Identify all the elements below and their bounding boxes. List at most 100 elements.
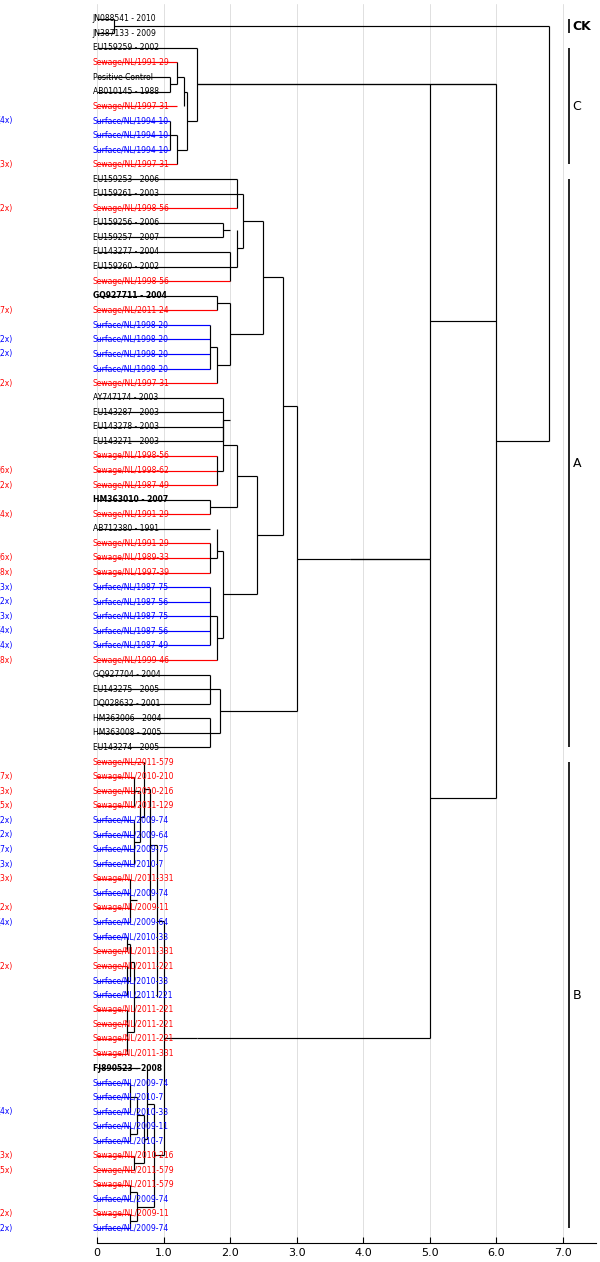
Text: C: C: [572, 100, 581, 112]
Text: (4x): (4x): [0, 1107, 13, 1117]
Text: EU159259 - 2002: EU159259 - 2002: [92, 43, 158, 53]
Text: (3x): (3x): [0, 612, 13, 621]
Text: Surface/NL/1987-56: Surface/NL/1987-56: [92, 626, 169, 635]
Text: Sewage/NL/2011-331: Sewage/NL/2011-331: [92, 946, 174, 957]
Text: Sewage/NL/2011-331: Sewage/NL/2011-331: [92, 1049, 174, 1058]
Text: HM363006 - 2004: HM363006 - 2004: [92, 714, 161, 723]
Text: (4x): (4x): [0, 641, 13, 650]
Text: Surface/NL/1998-20: Surface/NL/1998-20: [92, 334, 169, 343]
Text: Surface/NL/2009-74: Surface/NL/2009-74: [92, 1224, 169, 1233]
Text: (6x): (6x): [0, 554, 13, 563]
Text: Sewage/NL/2009-11: Sewage/NL/2009-11: [92, 904, 169, 912]
Text: (5x): (5x): [0, 801, 13, 810]
Text: Sewage/NL/2010-216: Sewage/NL/2010-216: [92, 786, 174, 795]
Text: Surface/NL/2010-33: Surface/NL/2010-33: [92, 1107, 169, 1117]
Text: (7x): (7x): [0, 846, 13, 854]
Text: Surface/NL/2009-75: Surface/NL/2009-75: [92, 846, 169, 854]
Text: EU143278 - 2003: EU143278 - 2003: [92, 423, 158, 432]
Text: Surface/NL/1987-75: Surface/NL/1987-75: [92, 583, 169, 592]
Text: Surface/NL/1998-20: Surface/NL/1998-20: [92, 363, 169, 374]
Text: Surface/NL/2009-74: Surface/NL/2009-74: [92, 1195, 169, 1204]
Text: Sewage/NL/1998-56: Sewage/NL/1998-56: [92, 452, 169, 461]
Text: (7x): (7x): [0, 772, 13, 781]
Text: (2x): (2x): [0, 379, 13, 387]
Text: (7x): (7x): [0, 305, 13, 314]
Text: Surface/NL/1994-10: Surface/NL/1994-10: [92, 131, 169, 140]
Text: Sewage/NL/2011-221: Sewage/NL/2011-221: [92, 1020, 174, 1029]
Text: Sewage/NL/2011-579: Sewage/NL/2011-579: [92, 1180, 174, 1189]
Text: Surface/NL/2010-7: Surface/NL/2010-7: [92, 1137, 164, 1146]
Text: (4x): (4x): [0, 626, 13, 635]
Text: Sewage/NL/1998-62: Sewage/NL/1998-62: [92, 466, 169, 475]
Text: Surface/NL/1998-20: Surface/NL/1998-20: [92, 350, 169, 358]
Text: Surface/NL/2010-33: Surface/NL/2010-33: [92, 976, 169, 986]
Text: (8x): (8x): [0, 568, 13, 577]
Text: Sewage/NL/1999-46: Sewage/NL/1999-46: [92, 655, 170, 665]
Text: Surface/NL/2009-74: Surface/NL/2009-74: [92, 888, 169, 897]
Text: Sewage/NL/2010-216: Sewage/NL/2010-216: [92, 1151, 174, 1160]
Text: Surface/NL/2009-11: Surface/NL/2009-11: [92, 1122, 169, 1131]
Text: Sewage/NL/2011-221: Sewage/NL/2011-221: [92, 1035, 174, 1044]
Text: AY747174 - 2003: AY747174 - 2003: [92, 394, 158, 403]
Text: Sewage/NL/1997-31: Sewage/NL/1997-31: [92, 379, 169, 387]
Text: (3x): (3x): [0, 583, 13, 592]
Text: EU143274 - 2005: EU143274 - 2005: [92, 743, 158, 752]
Text: (2x): (2x): [0, 904, 13, 912]
Text: Sewage/NL/2011-129: Sewage/NL/2011-129: [92, 801, 174, 810]
Text: (5x): (5x): [0, 1166, 13, 1175]
Text: Surface/NL/1994-10: Surface/NL/1994-10: [92, 145, 169, 154]
Text: Sewage/NL/1991-29: Sewage/NL/1991-29: [92, 58, 169, 67]
Text: (2x): (2x): [0, 830, 13, 839]
Text: Surface/NL/1994-10: Surface/NL/1994-10: [92, 116, 169, 125]
Text: Sewage/NL/2011-579: Sewage/NL/2011-579: [92, 1166, 174, 1175]
Text: Sewage/NL/2011-221: Sewage/NL/2011-221: [92, 962, 174, 970]
Text: JN387133 - 2009: JN387133 - 2009: [92, 29, 157, 38]
Text: A: A: [572, 457, 581, 469]
Text: DQ028632 - 2001: DQ028632 - 2001: [92, 699, 160, 708]
Text: (3x): (3x): [0, 786, 13, 795]
Text: Surface/NL/2010-7: Surface/NL/2010-7: [92, 1093, 164, 1102]
Text: GQ927704 - 2004: GQ927704 - 2004: [92, 670, 160, 679]
Text: Surface/NL/1998-20: Surface/NL/1998-20: [92, 321, 169, 329]
Text: Surface/NL/2009-64: Surface/NL/2009-64: [92, 830, 169, 839]
Text: (2x): (2x): [0, 962, 13, 970]
Text: FJ890523 - 2008: FJ890523 - 2008: [92, 1064, 161, 1073]
Text: EU159260 - 2002: EU159260 - 2002: [92, 262, 158, 271]
Text: Sewage/NL/1997-31: Sewage/NL/1997-31: [92, 102, 169, 111]
Text: EU159257 - 2007: EU159257 - 2007: [92, 233, 158, 242]
Text: (6x): (6x): [0, 466, 13, 475]
Text: JN088541 - 2010: JN088541 - 2010: [92, 14, 156, 23]
Text: Sewage/NL/1987-49: Sewage/NL/1987-49: [92, 481, 169, 490]
Text: Surface/NL/2009-64: Surface/NL/2009-64: [92, 917, 169, 926]
Text: Sewage/NL/2011-331: Sewage/NL/2011-331: [92, 875, 174, 883]
Text: EU143271 - 2003: EU143271 - 2003: [92, 437, 158, 445]
Text: EU143275 - 2005: EU143275 - 2005: [92, 685, 158, 694]
Text: EU159256 - 2006: EU159256 - 2006: [92, 218, 158, 227]
Text: Surface/NL/2009-74: Surface/NL/2009-74: [92, 815, 169, 825]
Text: Sewage/NL/1998-56: Sewage/NL/1998-56: [92, 203, 169, 213]
Text: AB712380 - 1991: AB712380 - 1991: [92, 524, 158, 534]
Text: Surface/NL/1987-56: Surface/NL/1987-56: [92, 597, 169, 606]
Text: Surface/NL/1987-75: Surface/NL/1987-75: [92, 612, 169, 621]
Text: (2x): (2x): [0, 481, 13, 490]
Text: (8x): (8x): [0, 655, 13, 665]
Text: (3x): (3x): [0, 859, 13, 868]
Text: EU143287 - 2003: EU143287 - 2003: [92, 408, 158, 416]
Text: Sewage/NL/2010-210: Sewage/NL/2010-210: [92, 772, 174, 781]
Text: Sewage/NL/1991-29: Sewage/NL/1991-29: [92, 539, 169, 548]
Text: Surface/NL/2009-74: Surface/NL/2009-74: [92, 1078, 169, 1087]
Text: Surface/NL/2010-7: Surface/NL/2010-7: [92, 859, 164, 868]
Text: Sewage/NL/1998-56: Sewage/NL/1998-56: [92, 276, 169, 285]
Text: (4x): (4x): [0, 510, 13, 519]
Text: GQ927711 - 2004: GQ927711 - 2004: [92, 292, 166, 300]
Text: Sewage/NL/1991-29: Sewage/NL/1991-29: [92, 510, 169, 519]
Text: HM363008 - 2005: HM363008 - 2005: [92, 728, 161, 737]
Text: Sewage/NL/1989-33: Sewage/NL/1989-33: [92, 554, 169, 563]
Text: (2x): (2x): [0, 1224, 13, 1233]
Text: (4x): (4x): [0, 116, 13, 125]
Text: (2x): (2x): [0, 815, 13, 825]
Text: Sewage/NL/1997-39: Sewage/NL/1997-39: [92, 568, 170, 577]
Text: Sewage/NL/2009-11: Sewage/NL/2009-11: [92, 1209, 169, 1218]
Text: (2x): (2x): [0, 1209, 13, 1218]
Text: HM363010 - 2007: HM363010 - 2007: [92, 495, 168, 505]
